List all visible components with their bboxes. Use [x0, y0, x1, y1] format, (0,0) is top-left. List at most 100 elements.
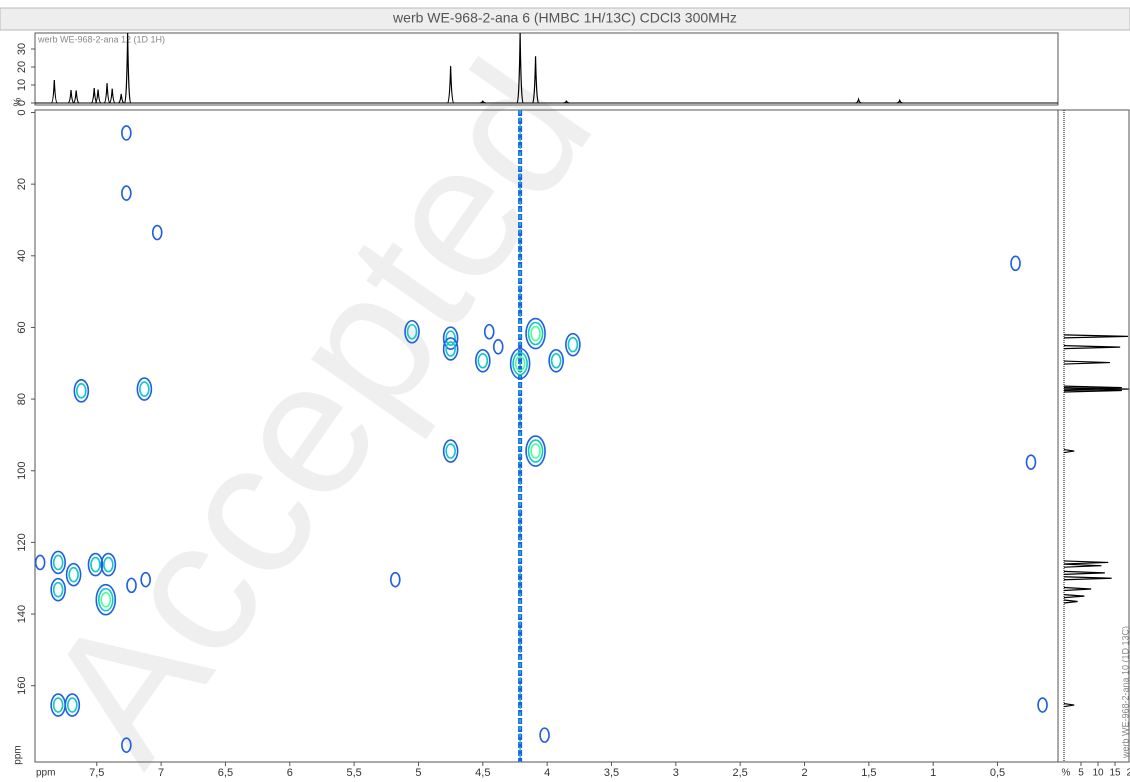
peak — [1063, 702, 1075, 708]
chart-title: werb WE-968-2-ana 6 (HMBC 1H/13C) CDCl3 … — [392, 10, 737, 26]
contour-ring — [50, 577, 66, 602]
y-tick-label: 80 — [16, 393, 28, 405]
cross-peak — [404, 319, 420, 344]
cross-peak — [509, 347, 531, 380]
peak — [67, 89, 75, 104]
contour-ring — [139, 381, 150, 397]
peak — [124, 33, 132, 104]
contour-ring — [530, 325, 541, 342]
cross-peak — [121, 185, 132, 201]
x-axis-label: ppm — [36, 768, 55, 779]
cross-peak — [483, 323, 495, 340]
y-tick-label: 120 — [16, 533, 28, 551]
x-tick-label: 5 — [415, 767, 421, 779]
cross-peak — [100, 552, 117, 577]
y-tick-label: 0 — [16, 100, 28, 106]
contour-ring — [509, 347, 531, 380]
x-tick-label: 7 — [158, 767, 164, 779]
contour-ring — [65, 562, 82, 587]
cross-peak — [50, 550, 66, 575]
cross-peak — [539, 727, 550, 743]
spectrum-layer — [1063, 334, 1129, 708]
contour-ring — [530, 443, 541, 459]
peak — [1063, 594, 1085, 599]
cross-peak — [492, 338, 504, 355]
peak — [1063, 345, 1121, 350]
x-tick-label: 2,5 — [733, 767, 748, 779]
cross-peak — [442, 326, 459, 351]
x-tick-label: 10 — [1092, 768, 1104, 779]
top-axis-label: % — [13, 97, 24, 106]
cross-peak — [442, 439, 459, 463]
peak — [1063, 388, 1122, 393]
x-tick-label: 1,5 — [861, 767, 876, 779]
peak — [447, 66, 455, 104]
x-tick-label: 3 — [673, 767, 679, 779]
contour-ring — [1010, 255, 1021, 272]
contour-ring — [126, 577, 137, 594]
watermark: Accepted — [4, 26, 632, 782]
peak — [94, 89, 102, 104]
contour-ring — [445, 341, 456, 357]
peak — [1063, 385, 1122, 390]
y-tick-label: 20 — [16, 61, 28, 73]
contour-ring — [136, 377, 153, 401]
peak — [1063, 360, 1110, 365]
cross-peak — [73, 379, 90, 403]
cross-peak — [525, 435, 546, 467]
cross-peak — [151, 224, 163, 241]
cross-peak — [525, 317, 546, 350]
cross-peak — [1010, 255, 1021, 272]
peak — [108, 88, 116, 104]
top-panel-title: werb WE-968-2-ana 12 (1D 1H) — [37, 34, 165, 44]
title-bar — [0, 7, 1130, 31]
contour-ring — [87, 552, 104, 577]
cross-peak — [548, 348, 564, 373]
y-tick-label: 140 — [16, 605, 28, 623]
cross-peak — [565, 332, 581, 357]
contour-ring — [527, 439, 544, 463]
x-tick-label: 1 — [930, 767, 936, 779]
peak — [1063, 448, 1075, 454]
cross-peak — [442, 337, 459, 361]
right-panel — [1057, 109, 1130, 763]
contour-ring — [76, 383, 87, 399]
peak — [1063, 586, 1092, 592]
x-tick-label: 7,5 — [89, 767, 104, 779]
contour-ring — [390, 571, 401, 588]
contour-ring — [52, 697, 64, 713]
cross-peak — [50, 577, 66, 602]
contour-ring — [95, 583, 117, 616]
y-tick-label: 100 — [16, 462, 28, 480]
y-axis-label: ppm — [13, 745, 24, 764]
contour-ring — [442, 439, 459, 463]
contour-ring — [483, 323, 495, 340]
contour-ring — [97, 587, 114, 612]
x-tick-label: 5,5 — [346, 767, 361, 779]
peak — [1063, 334, 1128, 339]
cross-peak — [87, 552, 104, 577]
contour-ring — [90, 556, 101, 573]
cross-peak — [95, 583, 117, 616]
peak — [103, 83, 111, 104]
contour-ring — [442, 337, 459, 361]
x-tick-label: 3,5 — [604, 767, 619, 779]
x-tick-label: 0,5 — [990, 767, 1005, 779]
cross-peak — [126, 577, 137, 594]
contour-ring — [100, 591, 112, 608]
x-tick-label: 20 — [1126, 768, 1130, 779]
peak — [72, 90, 80, 104]
contour-ring — [121, 185, 132, 201]
cross-peak — [65, 562, 82, 587]
cross-peak — [121, 125, 132, 141]
x-tick-label: 2 — [801, 767, 807, 779]
contour-ring — [140, 571, 151, 588]
cross-peak — [475, 348, 491, 373]
cross-peak — [121, 737, 132, 753]
peak — [531, 56, 540, 104]
top-panel — [34, 32, 1059, 106]
contour-ring — [52, 554, 64, 571]
x-tick-label: 4 — [544, 767, 550, 779]
